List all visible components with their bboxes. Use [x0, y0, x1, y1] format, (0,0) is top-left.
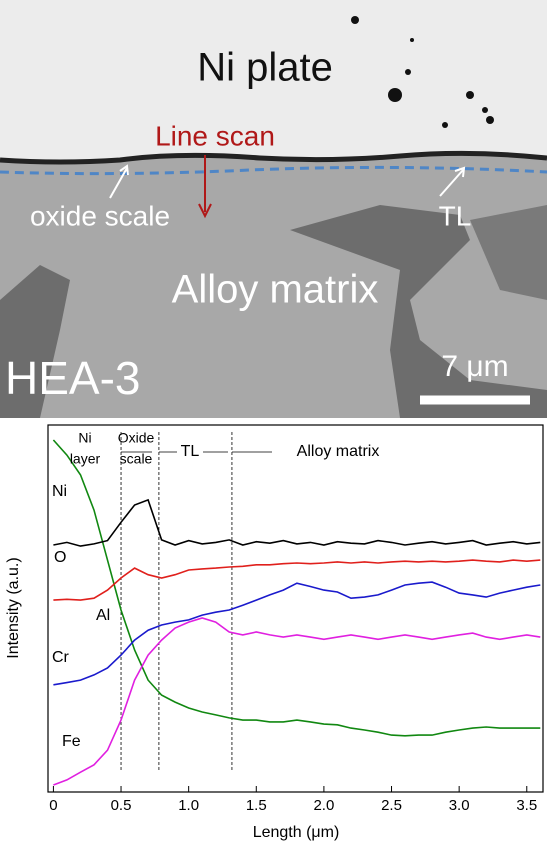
pores	[351, 16, 494, 128]
x-tick-label: 3.0	[449, 797, 470, 814]
x-tick-label: 2.5	[381, 797, 402, 814]
oxide-scale	[0, 150, 547, 165]
series-line	[53, 498, 541, 547]
annotation: layer	[70, 451, 101, 467]
series-label: Cr	[52, 649, 70, 666]
x-tick-label: 2.0	[313, 797, 334, 814]
y-axis-label: Intensity (a.u.)	[5, 557, 22, 658]
dark-phase	[0, 265, 70, 418]
series-line	[53, 617, 541, 786]
arrow	[439, 166, 466, 197]
annotation: scale	[120, 451, 153, 467]
annotation: Alloy matrix	[297, 443, 380, 460]
arrow	[109, 164, 129, 199]
x-axis-label: Length (μm)	[253, 824, 340, 841]
label: HEA-3	[5, 352, 140, 404]
series-label: Al	[96, 607, 110, 624]
label: Ni plate	[197, 46, 333, 90]
label: Line scan	[155, 120, 275, 151]
annotation: Ni	[78, 430, 91, 446]
series-line	[53, 559, 541, 601]
series-line	[52, 439, 541, 737]
label: 7 μm	[441, 350, 508, 383]
series-label: Fe	[62, 733, 81, 750]
x-tick-label: 1.0	[178, 797, 199, 814]
series-label: O	[54, 549, 66, 566]
dark-phase	[470, 205, 547, 300]
x-tick-label: 0.5	[111, 797, 132, 814]
label: Alloy matrix	[172, 268, 379, 312]
label: oxide scale	[30, 200, 170, 231]
arrow	[198, 203, 212, 219]
annotation: TL	[181, 443, 200, 460]
plot-frame	[47, 424, 544, 793]
x-tick-label: 3.5	[516, 797, 537, 814]
x-tick-label: 1.5	[246, 797, 267, 814]
tl-line	[0, 165, 547, 176]
label: TL	[439, 200, 472, 231]
annotation: Oxide	[118, 430, 155, 446]
series-line	[53, 581, 541, 686]
x-tick-label: 0	[49, 797, 57, 814]
series-label: Ni	[52, 483, 67, 500]
